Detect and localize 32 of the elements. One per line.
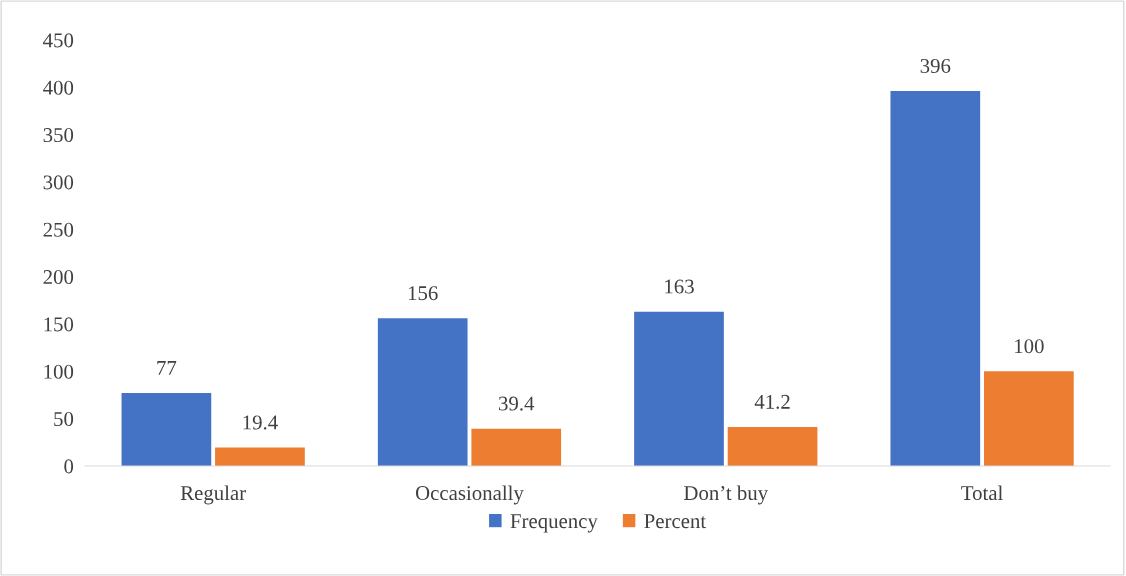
- y-tick-label: 450: [43, 33, 74, 48]
- data-label: 19.4: [243, 415, 278, 430]
- data-label: 41.2: [754, 394, 790, 409]
- y-tick-label: 300: [43, 175, 74, 190]
- data-label: 396: [920, 58, 951, 73]
- bar: [215, 447, 305, 466]
- data-label: 100: [1015, 339, 1044, 354]
- y-tick-label: 50: [54, 412, 74, 427]
- bar: [727, 426, 818, 466]
- y-tick-label: 150: [44, 317, 74, 332]
- y-tick-label: 0: [64, 459, 74, 474]
- x-tick-label: Don’t buy: [684, 485, 769, 505]
- y-tick-label: 250: [43, 222, 74, 237]
- legend-label: Frequency: [510, 514, 598, 533]
- x-tick-label: Total: [961, 485, 1003, 501]
- bar: [377, 318, 468, 466]
- x-tick-label: Regular: [180, 485, 246, 505]
- data-label: 156: [408, 286, 438, 301]
- y-tick-label: 200: [43, 270, 74, 285]
- y-tick-label: 400: [43, 80, 74, 95]
- legend-label: Percent: [644, 514, 707, 529]
- y-tick-label: 100: [44, 364, 74, 379]
- x-tick-label: Occasionally: [415, 485, 524, 505]
- data-label: 77: [157, 361, 177, 375]
- data-label: 163: [665, 279, 694, 294]
- bar: [121, 393, 212, 466]
- data-label: 39.4: [499, 396, 535, 411]
- y-tick-label: 350: [43, 128, 74, 143]
- bar: [984, 371, 1074, 466]
- bar: [890, 91, 981, 466]
- bar: [634, 311, 724, 466]
- bar: [471, 428, 562, 466]
